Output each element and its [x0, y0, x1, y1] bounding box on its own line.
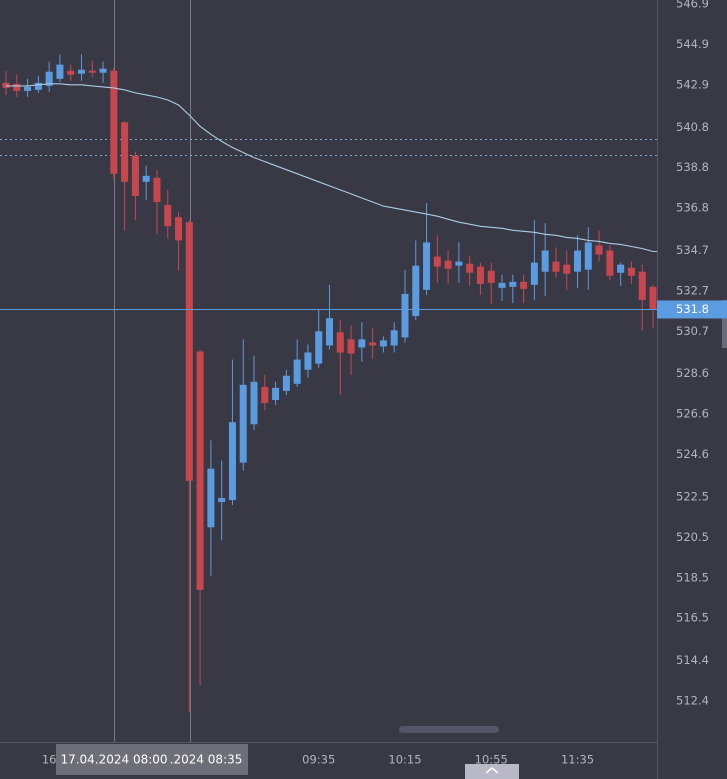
y-tick-label: 544.9 [676, 37, 709, 51]
candle-body [433, 256, 441, 267]
candle-body [99, 68, 107, 73]
candle-body [476, 266, 484, 284]
y-tick-label: 534.7 [676, 243, 709, 257]
candle-body [401, 293, 409, 338]
candle-body [34, 82, 42, 90]
y-tick-label: 518.5 [676, 570, 709, 584]
y-tick-label: 542.9 [676, 77, 709, 91]
candle-body [520, 281, 528, 289]
crosshair-label: .2024 08:35 [170, 753, 243, 767]
y-tick-label: 538.8 [676, 160, 709, 174]
candle-body [110, 70, 118, 174]
y-tick-label: 532.7 [676, 283, 709, 297]
scrollbar[interactable] [399, 726, 499, 733]
candle-body [358, 339, 366, 348]
candle-body [261, 386, 269, 404]
x-tick-label: 16 [42, 753, 57, 767]
candle-body [304, 352, 312, 370]
candle-body [563, 264, 571, 274]
candle-body [584, 242, 592, 270]
candle-body [595, 245, 603, 255]
scrollbar[interactable] [722, 300, 727, 348]
candle-body [574, 250, 582, 272]
crosshair-label: 17.04.2024 08:00 [60, 753, 167, 767]
last-price-box [657, 300, 727, 319]
candle-body [164, 205, 172, 227]
candle-body [412, 265, 420, 317]
y-tick-label: 530.7 [676, 324, 709, 338]
candle-body [541, 250, 549, 272]
candle-body [218, 497, 226, 503]
candle-body [45, 71, 53, 86]
moving-average [6, 83, 657, 253]
candle-body [185, 222, 193, 481]
candle-body [509, 281, 517, 287]
candle-body [606, 250, 614, 276]
candle-body [67, 70, 75, 75]
candle-body [498, 282, 506, 288]
candle-body [250, 381, 258, 425]
candle-body [326, 318, 333, 346]
y-tick-label: 540.8 [676, 120, 709, 134]
candle-body [552, 261, 560, 272]
candle-body [56, 64, 64, 79]
candle-body [444, 260, 452, 269]
y-tick-label: 528.6 [676, 366, 709, 380]
candle-body [175, 217, 183, 241]
expand-button[interactable] [465, 764, 519, 779]
candle-body [617, 264, 625, 273]
overlay: 17.04.2024 08:00 .2024 08:35 [56, 744, 519, 779]
expand-icon [485, 767, 499, 774]
candle-body [77, 69, 85, 74]
candle-body [142, 175, 150, 182]
candle-body [24, 86, 32, 91]
candle-body [239, 384, 247, 463]
candle-body [466, 263, 474, 273]
candle-body [369, 342, 377, 346]
candle-body [153, 177, 161, 203]
candle-body [228, 422, 236, 500]
candle-body [272, 387, 280, 400]
y-tick-label: 514.4 [676, 653, 709, 667]
candle-body [336, 332, 344, 353]
candle-body [638, 271, 646, 300]
y-tick-label: 520.5 [676, 530, 709, 544]
candle-body [649, 286, 657, 310]
y-tick-label: 516.5 [676, 611, 709, 625]
candle-body [121, 122, 129, 182]
candle-body [530, 262, 538, 285]
x-tick-label: 10:15 [388, 753, 421, 767]
y-tick-label: 512.4 [676, 693, 709, 707]
y-tick-label: 526.6 [676, 407, 709, 421]
candle-body [487, 270, 495, 283]
crosshair-box [56, 744, 248, 775]
candle-body [379, 340, 387, 347]
candle-body [455, 261, 463, 266]
candle-body [131, 155, 139, 196]
y-tick-label: 536.8 [676, 201, 709, 215]
candle-body [315, 331, 323, 364]
candle-body [627, 267, 635, 276]
x-tick-label: 09:35 [302, 753, 335, 767]
candle-body [13, 83, 21, 91]
candle-body [196, 351, 204, 590]
y-tick-label: 524.6 [676, 447, 709, 461]
candle-body [390, 330, 398, 346]
candle-body [423, 242, 431, 290]
x-tick-label: 11:35 [561, 753, 594, 767]
candle-body [293, 359, 301, 384]
y-tick-label: 522.5 [676, 489, 709, 503]
candle-body [207, 468, 215, 528]
candle-body [88, 70, 96, 73]
last-price-label: 531.8 [676, 302, 709, 316]
y-tick-label: 546.9 [676, 0, 709, 11]
candle-body [347, 339, 355, 354]
x-tick-label: 10:55 [475, 753, 508, 767]
candle-body [282, 375, 290, 391]
